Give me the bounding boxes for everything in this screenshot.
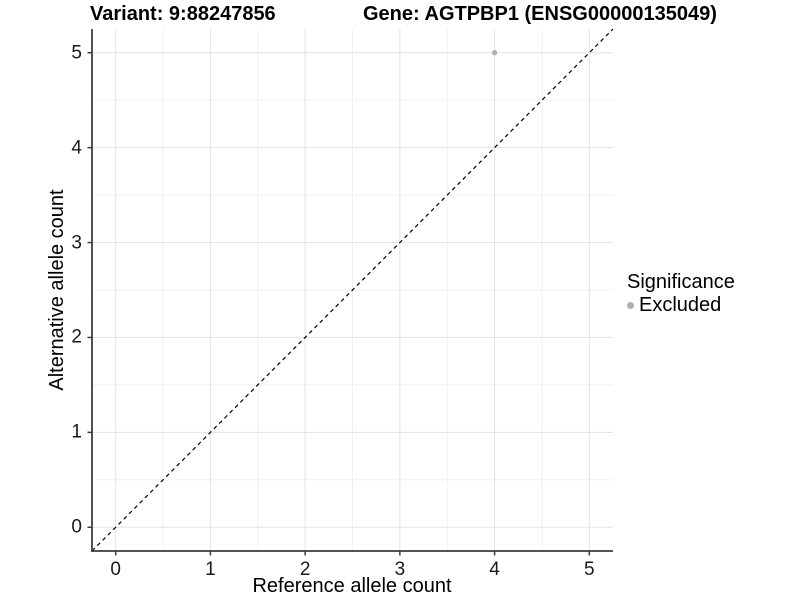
y-tick-label: 2: [71, 326, 82, 348]
x-axis-title: Reference allele count: [252, 575, 452, 597]
legend-item-label: Excluded: [639, 294, 722, 316]
y-tick-label: 1: [71, 421, 82, 443]
y-tick-label: 0: [71, 516, 82, 538]
plot-title-variant: Variant: 9:88247856: [90, 3, 276, 25]
y-tick-label: 4: [71, 137, 82, 159]
legend-key-dot-icon: [627, 301, 634, 309]
x-tick-label: 1: [205, 559, 216, 580]
x-tick-label: 4: [489, 559, 500, 580]
data-point: [491, 50, 498, 56]
y-axis-title: Alternative allele count: [46, 189, 68, 391]
x-tick-label: 5: [584, 559, 595, 580]
minor-gridlines: [92, 29, 613, 551]
y-tick-label: 3: [71, 232, 82, 254]
identity-reference-line: [91, 28, 614, 552]
y-tick-label: 5: [71, 42, 82, 64]
legend-title: Significance: [627, 271, 735, 293]
x-tick-label: 2: [299, 559, 311, 580]
x-tick-label: 0: [110, 559, 121, 580]
axis-lines: [91, 29, 613, 552]
x-tick-label: 3: [394, 559, 406, 580]
major-gridlines: [92, 29, 613, 551]
data-points: [491, 50, 498, 56]
plot-title-gene: Gene: AGTPBP1 (ENSG00000135049): [363, 3, 717, 25]
legend: Significance Excluded: [627, 271, 735, 316]
axis-tick-marks: [87, 51, 591, 556]
legend-item-excluded: Excluded: [627, 294, 735, 316]
